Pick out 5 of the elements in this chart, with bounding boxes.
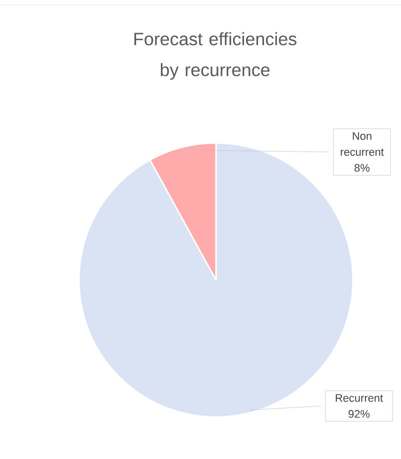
data-label: 92% xyxy=(348,410,370,418)
slice-label: Recurrent xyxy=(336,394,383,402)
chart-title: Forecast efficiencies by recurrence xyxy=(134,32,296,80)
slice-label: Non recurrent xyxy=(340,132,384,156)
data-label: 8% xyxy=(354,164,370,172)
